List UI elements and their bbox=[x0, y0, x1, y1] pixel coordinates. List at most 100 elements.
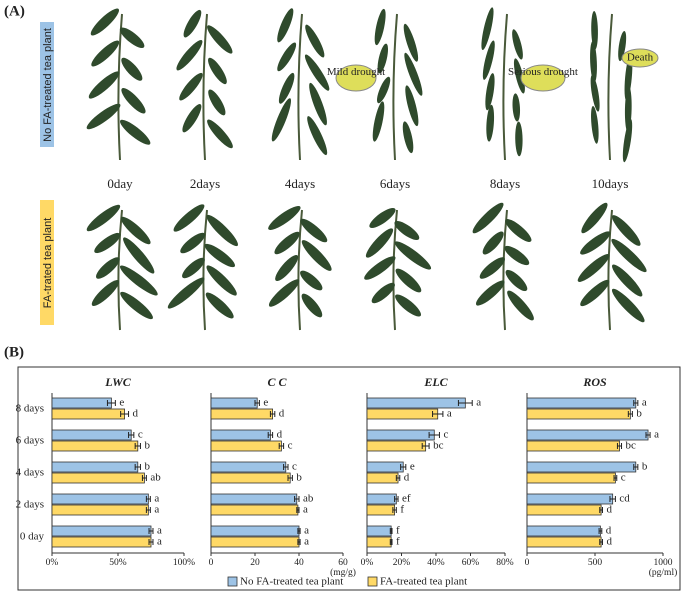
y-tick-label: 4 days bbox=[16, 467, 44, 479]
leaf bbox=[403, 23, 419, 62]
significance-letter: b bbox=[296, 472, 302, 484]
stem bbox=[502, 13, 508, 161]
leaf bbox=[206, 214, 238, 247]
leaf bbox=[173, 204, 205, 232]
bar bbox=[210, 472, 291, 484]
leaf bbox=[512, 29, 523, 60]
significance-letter: a bbox=[157, 536, 162, 548]
bar bbox=[210, 408, 273, 420]
error-bar bbox=[613, 475, 618, 481]
bar bbox=[526, 440, 620, 452]
significance-letter: b bbox=[636, 408, 642, 420]
significance-letter: a bbox=[303, 504, 308, 516]
day-label: 6days bbox=[380, 176, 410, 191]
leaf bbox=[515, 121, 523, 157]
x-tick-label: 0% bbox=[46, 558, 59, 568]
error-bar bbox=[400, 464, 407, 470]
leaf bbox=[167, 277, 205, 309]
legend-label: FA-treated tea plant bbox=[380, 576, 467, 588]
x-tick-label: 1000 bbox=[654, 558, 673, 568]
significance-letter: d bbox=[606, 536, 612, 548]
bar bbox=[366, 429, 435, 441]
leaf bbox=[277, 42, 297, 72]
error-bar bbox=[633, 464, 639, 470]
leaf bbox=[206, 265, 237, 296]
leaf bbox=[590, 41, 597, 83]
panel-frame bbox=[17, 366, 681, 591]
bar bbox=[366, 493, 397, 505]
chart-title: ROS bbox=[582, 375, 607, 389]
leaf bbox=[482, 40, 495, 80]
x-tick-label: 20 bbox=[250, 558, 260, 568]
significance-letter: e bbox=[119, 397, 124, 409]
leaf bbox=[394, 241, 432, 270]
leaf bbox=[581, 202, 608, 234]
significance-letter: d bbox=[404, 472, 410, 484]
leaf bbox=[91, 40, 120, 67]
error-bar bbox=[148, 528, 154, 534]
error-bar bbox=[134, 464, 141, 470]
bar bbox=[366, 408, 439, 420]
bar bbox=[51, 429, 132, 441]
significance-letter: b bbox=[144, 440, 150, 452]
leaf bbox=[372, 101, 385, 142]
leaf bbox=[95, 257, 120, 279]
significance-letter: a bbox=[304, 536, 309, 548]
bar bbox=[366, 525, 392, 537]
leaf bbox=[301, 240, 332, 271]
row-label: No FA-treated tea plant bbox=[42, 28, 54, 142]
row-label-box bbox=[40, 200, 54, 325]
x-tick-label: 100% bbox=[173, 558, 195, 568]
error-bar bbox=[633, 400, 639, 406]
leaf bbox=[119, 265, 158, 296]
x-tick-label: 500 bbox=[588, 558, 603, 568]
bar bbox=[526, 472, 616, 484]
leaf bbox=[580, 279, 610, 307]
bar bbox=[51, 408, 125, 420]
bar bbox=[51, 472, 145, 484]
bar bbox=[366, 461, 404, 473]
stem bbox=[607, 13, 613, 161]
bar bbox=[526, 397, 637, 409]
error-bar bbox=[394, 496, 399, 502]
significance-letter: c bbox=[621, 472, 626, 484]
annotation: Mild drought bbox=[327, 66, 385, 78]
bar bbox=[210, 440, 282, 452]
leaf bbox=[622, 118, 633, 163]
leaf bbox=[307, 116, 328, 156]
leaf bbox=[120, 291, 153, 320]
error-bar bbox=[145, 496, 151, 502]
leaf bbox=[207, 119, 233, 149]
significance-letter: e bbox=[410, 461, 415, 473]
significance-letter: b bbox=[144, 461, 150, 473]
significance-letter: ab bbox=[150, 472, 161, 484]
leaf bbox=[374, 8, 386, 46]
significance-letter: f bbox=[396, 525, 400, 537]
x-tick-label: 40% bbox=[427, 558, 445, 568]
bar bbox=[51, 461, 139, 473]
significance-letter: a bbox=[304, 525, 309, 537]
error-bar bbox=[267, 432, 274, 438]
x-tick-label: 60% bbox=[462, 558, 480, 568]
bar bbox=[51, 536, 152, 548]
significance-letter: a bbox=[154, 504, 159, 516]
leaf bbox=[371, 282, 395, 304]
leaf bbox=[205, 292, 234, 319]
significance-letter: d bbox=[606, 525, 612, 537]
leaf bbox=[612, 215, 641, 246]
error-bar bbox=[141, 475, 147, 481]
leaf bbox=[207, 25, 233, 54]
leaf bbox=[512, 93, 521, 122]
bar bbox=[366, 440, 427, 452]
leaf bbox=[86, 204, 121, 232]
significance-letter: bc bbox=[433, 440, 444, 452]
significance-letter: a bbox=[654, 429, 659, 441]
error-bar bbox=[457, 400, 473, 406]
legend-swatch bbox=[227, 576, 238, 587]
leaf bbox=[300, 270, 323, 291]
y-tick-label: 8 days bbox=[16, 403, 44, 415]
leaf bbox=[591, 105, 599, 144]
annotation: Serious drought bbox=[508, 66, 578, 78]
error-bar bbox=[395, 475, 401, 481]
